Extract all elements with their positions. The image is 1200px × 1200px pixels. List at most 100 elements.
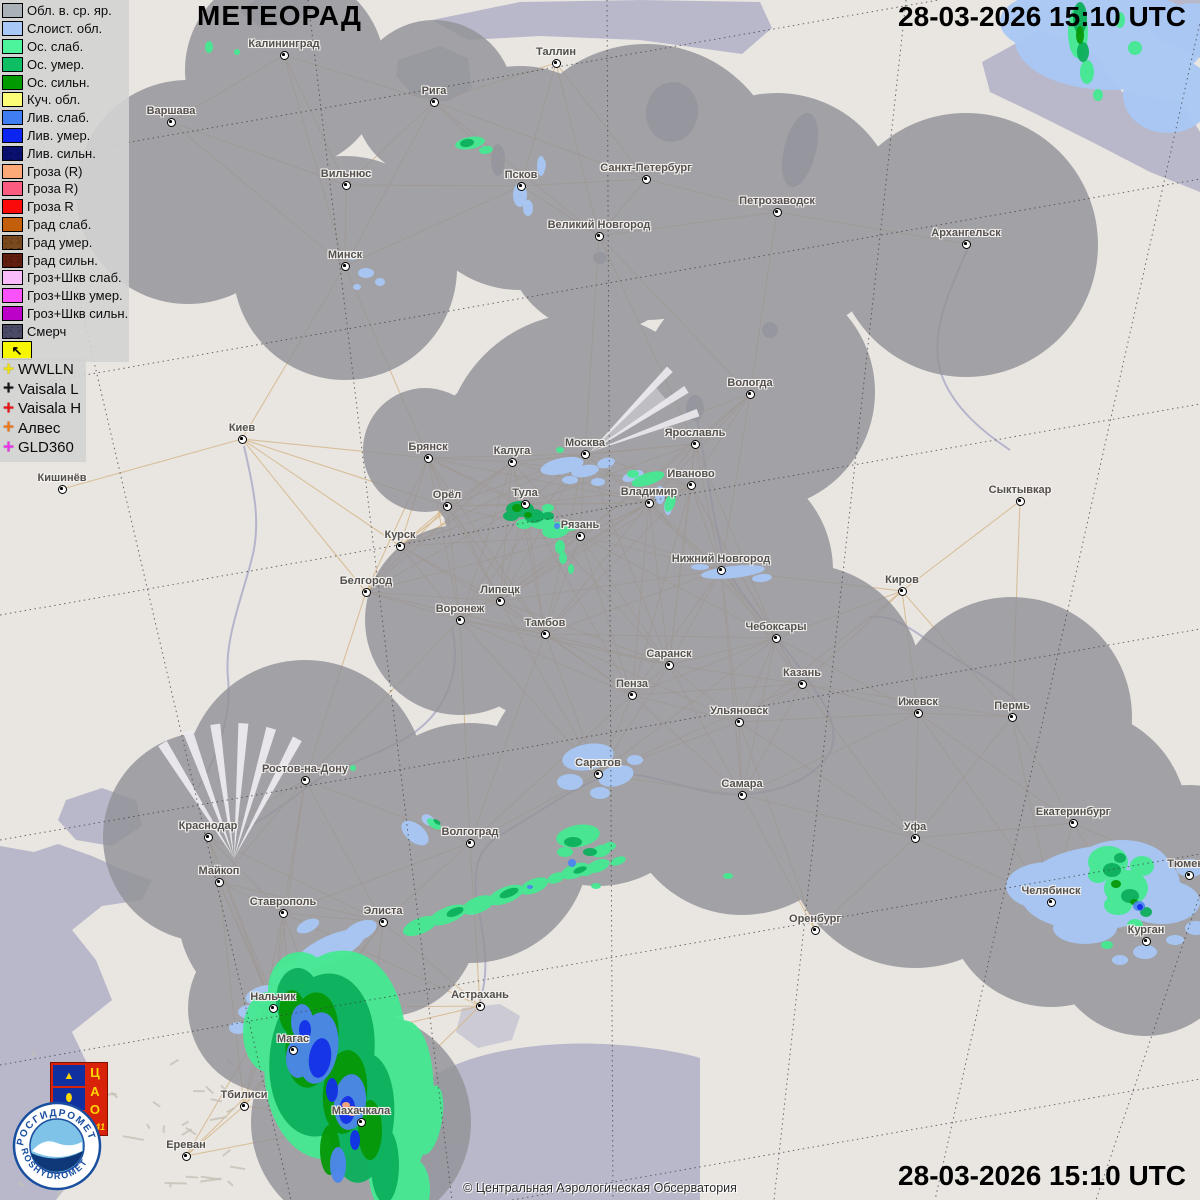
terrain-hatch (200, 1177, 222, 1183)
city-dot (361, 587, 371, 597)
city-label: Магас (276, 1033, 310, 1045)
city-label: Элиста (363, 905, 403, 917)
terrain-hatch (56, 1189, 63, 1198)
city-dot (288, 1045, 298, 1055)
legend-color-chip (2, 323, 23, 339)
radar-spoke (234, 736, 302, 858)
terrain-hatch (181, 1128, 193, 1137)
terrain-hatch (222, 1148, 231, 1157)
city-label: Санкт-Петербург (600, 162, 692, 174)
city-dot (455, 615, 465, 625)
precip-cell (547, 872, 565, 884)
precip-cell (562, 521, 578, 531)
road (901, 500, 1021, 592)
network-item: + Алвес (0, 418, 86, 439)
terrain-hatch (229, 1165, 246, 1171)
precip-cell (554, 523, 560, 529)
city-dot (239, 1101, 249, 1111)
city-label: Ижевск (898, 696, 938, 708)
terrain-hatch (122, 1135, 144, 1141)
precip-cell (350, 1130, 360, 1150)
legend-item-label: Смерч (27, 323, 67, 339)
city-dot (716, 565, 726, 575)
precip-cell (556, 447, 564, 453)
precip-cell (1006, 862, 1090, 910)
terrain-hatch (146, 1123, 151, 1130)
precip-cell (205, 41, 213, 53)
city-label: Рига (421, 85, 447, 97)
city-label: Самара (721, 778, 763, 790)
precip-cell (299, 1020, 311, 1040)
radar-spoke (234, 722, 249, 858)
precip-cell (460, 138, 474, 148)
city-label: Нальчик (250, 991, 296, 1003)
terrain-hatch (185, 1175, 198, 1179)
precip-cell (503, 511, 519, 521)
precip-cell (597, 457, 615, 469)
precip-cell (446, 906, 464, 918)
city-dot (897, 586, 907, 596)
precip-cell (583, 848, 597, 856)
graticule-meridian (773, 0, 907, 1200)
legend-item: Лив. умер. (2, 127, 129, 145)
city-label: Вильнюс (320, 168, 372, 180)
city-dot (278, 908, 288, 918)
precip-cell (627, 470, 639, 478)
legend-color-chip (2, 163, 23, 179)
precip-cell (403, 915, 437, 937)
graticule-parallel (0, 628, 1200, 841)
precip-cell (416, 1085, 444, 1155)
legend-item-label: Лив. слаб. (27, 110, 90, 126)
precip-cell (542, 512, 554, 520)
graticule-meridian (934, 19, 1200, 1200)
terrain-hatch (220, 1084, 231, 1095)
precip-cell (234, 49, 240, 55)
precip-cell (723, 873, 733, 879)
city-dot (1068, 818, 1078, 828)
terrain-hatch (169, 1058, 180, 1066)
precip-cell (499, 887, 519, 899)
city-label: Екатеринбург (1035, 806, 1111, 818)
city-dot (627, 690, 637, 700)
precip-cell (1053, 912, 1117, 944)
city-dot (745, 389, 755, 399)
terrain-hatch (152, 1100, 161, 1108)
page-title: МЕТЕОРАД (197, 0, 362, 31)
radar-coverage-circle (165, 65, 335, 235)
city-dot (772, 207, 782, 217)
precip-cell (555, 540, 565, 554)
city-label: Ставрополь (249, 896, 317, 908)
legend-color-chip (2, 181, 23, 197)
legend-item-label: Гроза (R) (27, 163, 83, 179)
legend-color-chip (2, 252, 23, 268)
city-label: Ярославль (664, 427, 726, 439)
timestamp-top: 28-03-2026 15:10 UTC (898, 1, 1186, 32)
city-dot (356, 1117, 366, 1127)
legend-item-label: Гроз+Шкв сильн. (27, 305, 129, 321)
network-label: Vaisala L (18, 380, 79, 398)
legend-color-chip (2, 270, 23, 286)
city-label: Москва (564, 437, 606, 449)
city-dot (495, 596, 505, 606)
city-label: Вологда (727, 377, 773, 389)
graticule-meridian (606, 0, 614, 1200)
legend-item: Лив. слаб. (2, 109, 129, 127)
terrain-hatch (227, 1180, 234, 1187)
graticule-meridian (1095, 892, 1200, 1200)
city-dot (1184, 870, 1194, 880)
city-label: Калининград (248, 38, 320, 50)
radar-spoke (590, 386, 689, 452)
city-dot (237, 434, 247, 444)
terrain-hatch (185, 1126, 197, 1136)
city-dot (644, 498, 654, 508)
timestamp-bottom: 28-03-2026 15:10 UTC (898, 1160, 1186, 1191)
city-label: Петрозаводск (739, 195, 815, 207)
city-dot (551, 58, 561, 68)
graticule-parallel (0, 403, 1200, 616)
precip-cell (559, 552, 567, 564)
precip-cell (562, 743, 614, 771)
legend-item-label: Град сильн. (27, 252, 98, 268)
precip-cell (433, 819, 441, 825)
precip-cell (564, 837, 582, 847)
precip-cell (604, 842, 616, 850)
